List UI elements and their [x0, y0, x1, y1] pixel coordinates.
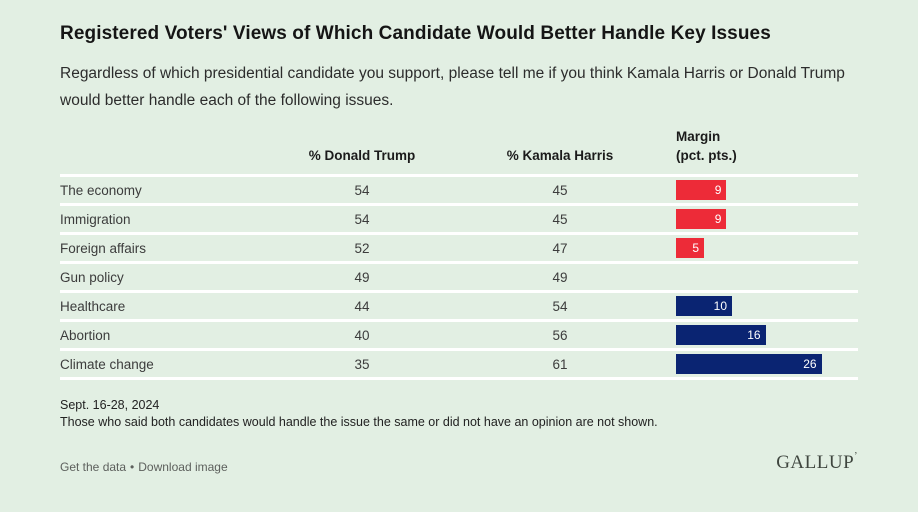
- trump-column-header: % Donald Trump: [308, 148, 416, 163]
- issue-label: The economy: [60, 182, 142, 198]
- table-row: Gun policy 49 49: [60, 264, 858, 293]
- issue-label: Abortion: [60, 327, 111, 343]
- margin-header-line2: (pct. pts.): [676, 148, 737, 163]
- margin-bar-harris: 16: [676, 325, 766, 345]
- margin-cell: 5: [676, 238, 858, 258]
- table-header-row: % Donald Trump % Kamala Harris Margin (p…: [60, 127, 858, 177]
- page-title: Registered Voters' Views of Which Candid…: [60, 23, 771, 44]
- harris-value: 61: [552, 356, 568, 372]
- margin-bar-trump: 9: [676, 209, 727, 229]
- margin-bar-harris: 10: [676, 296, 732, 316]
- margin-cell: 16: [676, 325, 858, 345]
- issue-label: Gun policy: [60, 269, 124, 285]
- margin-column-header: Margin (pct. pts.): [676, 127, 858, 165]
- table-row: Climate change 35 61 26: [60, 351, 858, 380]
- margin-cell: 9: [676, 209, 858, 229]
- harris-value: 49: [552, 269, 568, 285]
- issue-label: Foreign affairs: [60, 240, 147, 256]
- table-row: The economy 54 45 9: [60, 177, 858, 206]
- trump-value: 40: [354, 327, 370, 343]
- gallup-chart-page: Registered Voters' Views of Which Candid…: [60, 23, 858, 475]
- trump-value: 54: [354, 211, 370, 227]
- footer-links: Get the data • Download image: [60, 460, 228, 474]
- download-image-link[interactable]: Download image: [138, 460, 228, 474]
- margin-cell: 26: [676, 354, 858, 374]
- harris-value: 45: [552, 182, 568, 198]
- issue-label: Immigration: [60, 211, 131, 227]
- gallup-logo: GALLUPʼ: [776, 451, 858, 474]
- footnotes: Sept. 16-28, 2024 Those who said both ca…: [60, 397, 858, 430]
- issue-label: Healthcare: [60, 298, 126, 314]
- margin-cell: 10: [676, 296, 858, 316]
- trump-value: 49: [354, 269, 370, 285]
- survey-dates: Sept. 16-28, 2024: [60, 398, 160, 412]
- footer: Get the data • Download image GALLUPʼ: [60, 451, 858, 475]
- table-row: Healthcare 44 54 10: [60, 293, 858, 322]
- trump-value: 35: [354, 356, 370, 372]
- link-separator: •: [130, 460, 135, 474]
- harris-value: 47: [552, 240, 568, 256]
- table-row: Immigration 54 45 9: [60, 206, 858, 235]
- margin-bar-harris: 26: [676, 354, 822, 374]
- trump-value: 52: [354, 240, 370, 256]
- margin-bar-trump: 5: [676, 238, 704, 258]
- margin-bar-trump: 9: [676, 180, 727, 200]
- table-body: The economy 54 45 9 Immigration 54 45 9 Foreign …: [60, 177, 858, 380]
- margin-cell: 9: [676, 180, 858, 200]
- table-row: Foreign affairs 52 47 5: [60, 235, 858, 264]
- issue-label: Climate change: [60, 356, 154, 372]
- table-row: Abortion 40 56 16: [60, 322, 858, 351]
- survey-question-text: Regardless of which presidential candida…: [60, 65, 845, 109]
- issues-table: % Donald Trump % Kamala Harris Margin (p…: [60, 127, 858, 380]
- trump-value: 54: [354, 182, 370, 198]
- trump-value: 44: [354, 298, 370, 314]
- harris-value: 56: [552, 327, 568, 343]
- get-the-data-link[interactable]: Get the data: [60, 460, 127, 474]
- harris-value: 45: [552, 211, 568, 227]
- logo-trademark: ʼ: [854, 451, 858, 462]
- harris-column-header: % Kamala Harris: [506, 148, 614, 163]
- margin-header-line1: Margin: [676, 129, 721, 144]
- methodology-note: Those who said both candidates would han…: [60, 414, 658, 429]
- harris-value: 54: [552, 298, 568, 314]
